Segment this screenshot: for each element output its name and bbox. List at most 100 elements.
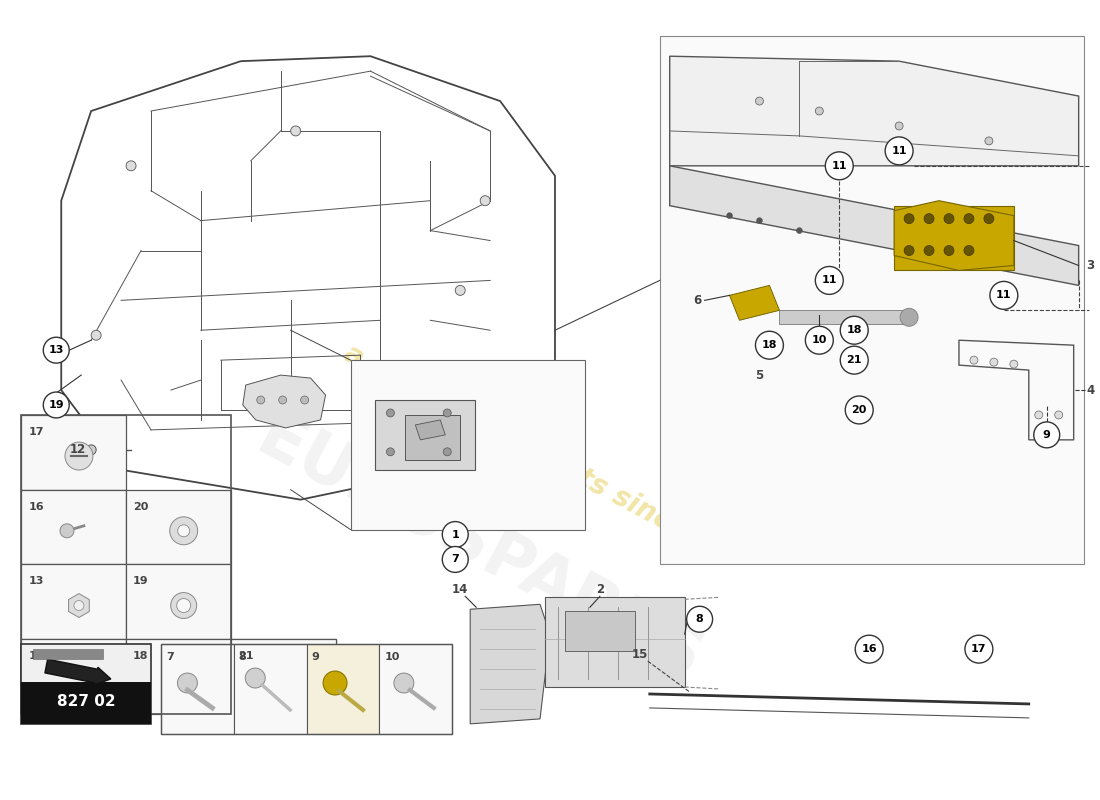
Bar: [21, 682, 151, 724]
Text: 11: 11: [891, 146, 906, 156]
Circle shape: [1034, 422, 1059, 448]
Circle shape: [126, 161, 136, 170]
Circle shape: [815, 266, 844, 294]
FancyArrow shape: [45, 659, 111, 685]
Bar: [231, 639, 336, 714]
Circle shape: [990, 358, 998, 366]
Text: EUROSPARES: EUROSPARES: [246, 404, 714, 694]
Circle shape: [86, 445, 96, 455]
Text: 17: 17: [29, 427, 44, 437]
Circle shape: [275, 679, 292, 695]
Circle shape: [984, 137, 993, 145]
Circle shape: [756, 331, 783, 359]
Circle shape: [964, 214, 974, 224]
Circle shape: [970, 356, 978, 364]
Bar: [544, 598, 684, 687]
Bar: [21, 415, 231, 714]
Circle shape: [443, 409, 451, 417]
Circle shape: [840, 346, 868, 374]
Bar: [21, 415, 126, 490]
Circle shape: [74, 601, 84, 610]
Text: 11: 11: [832, 161, 847, 171]
Bar: [780, 310, 909, 324]
Circle shape: [904, 246, 914, 255]
Circle shape: [178, 525, 189, 537]
Text: 11: 11: [29, 651, 44, 661]
Bar: [660, 36, 1084, 565]
Circle shape: [386, 448, 395, 456]
Bar: [406, 415, 460, 460]
Bar: [234, 644, 307, 734]
Bar: [126, 565, 231, 639]
Text: 5: 5: [756, 369, 763, 382]
Circle shape: [944, 214, 954, 224]
Polygon shape: [670, 166, 1079, 286]
Circle shape: [845, 396, 873, 424]
Polygon shape: [670, 56, 1079, 166]
Circle shape: [442, 522, 469, 547]
Circle shape: [300, 396, 309, 404]
Text: a passion for parts since...: a passion for parts since...: [340, 340, 720, 560]
Text: 13: 13: [48, 345, 64, 355]
Text: 16: 16: [29, 502, 44, 512]
Circle shape: [455, 286, 465, 295]
Text: 10: 10: [384, 652, 399, 662]
Text: 15: 15: [631, 648, 648, 661]
Circle shape: [70, 686, 88, 703]
Polygon shape: [243, 375, 326, 428]
Text: 18: 18: [761, 340, 778, 350]
Bar: [33, 649, 103, 659]
Circle shape: [1035, 411, 1043, 419]
Circle shape: [686, 606, 713, 632]
Text: 18: 18: [847, 326, 862, 335]
Polygon shape: [416, 420, 446, 440]
Text: 3: 3: [1087, 259, 1094, 272]
Bar: [231, 639, 336, 714]
Circle shape: [757, 218, 762, 224]
Circle shape: [481, 196, 491, 206]
Circle shape: [727, 213, 733, 218]
Bar: [894, 206, 1014, 270]
Text: 20: 20: [851, 405, 867, 415]
Circle shape: [825, 152, 854, 180]
Circle shape: [323, 671, 346, 695]
Circle shape: [895, 122, 903, 130]
Circle shape: [855, 635, 883, 663]
Circle shape: [904, 214, 914, 224]
Text: 21: 21: [847, 355, 862, 365]
Circle shape: [900, 308, 918, 326]
Text: 12: 12: [69, 443, 86, 456]
Circle shape: [924, 214, 934, 224]
Text: 19: 19: [133, 576, 148, 586]
Text: 8: 8: [239, 652, 246, 662]
Text: 827 02: 827 02: [57, 694, 116, 710]
Circle shape: [290, 126, 300, 136]
Circle shape: [256, 396, 265, 404]
Text: 6: 6: [693, 294, 702, 307]
Bar: [379, 644, 452, 734]
Circle shape: [840, 316, 868, 344]
Text: 11: 11: [822, 275, 837, 286]
Text: 4: 4: [1087, 383, 1094, 397]
Circle shape: [805, 326, 834, 354]
Circle shape: [443, 448, 451, 456]
Circle shape: [278, 396, 287, 404]
Text: 9: 9: [311, 652, 319, 662]
Circle shape: [924, 246, 934, 255]
Text: 21: 21: [238, 651, 253, 661]
Text: 20: 20: [133, 502, 148, 512]
Bar: [126, 639, 231, 714]
Circle shape: [1055, 411, 1063, 419]
Circle shape: [169, 517, 198, 545]
Circle shape: [983, 214, 994, 224]
Polygon shape: [470, 604, 550, 724]
Circle shape: [43, 392, 69, 418]
Circle shape: [91, 330, 101, 340]
Text: 8: 8: [695, 614, 704, 624]
Circle shape: [172, 686, 186, 699]
Circle shape: [65, 442, 92, 470]
Circle shape: [815, 107, 823, 115]
Circle shape: [177, 673, 197, 693]
Bar: [126, 490, 231, 565]
Bar: [351, 360, 585, 530]
